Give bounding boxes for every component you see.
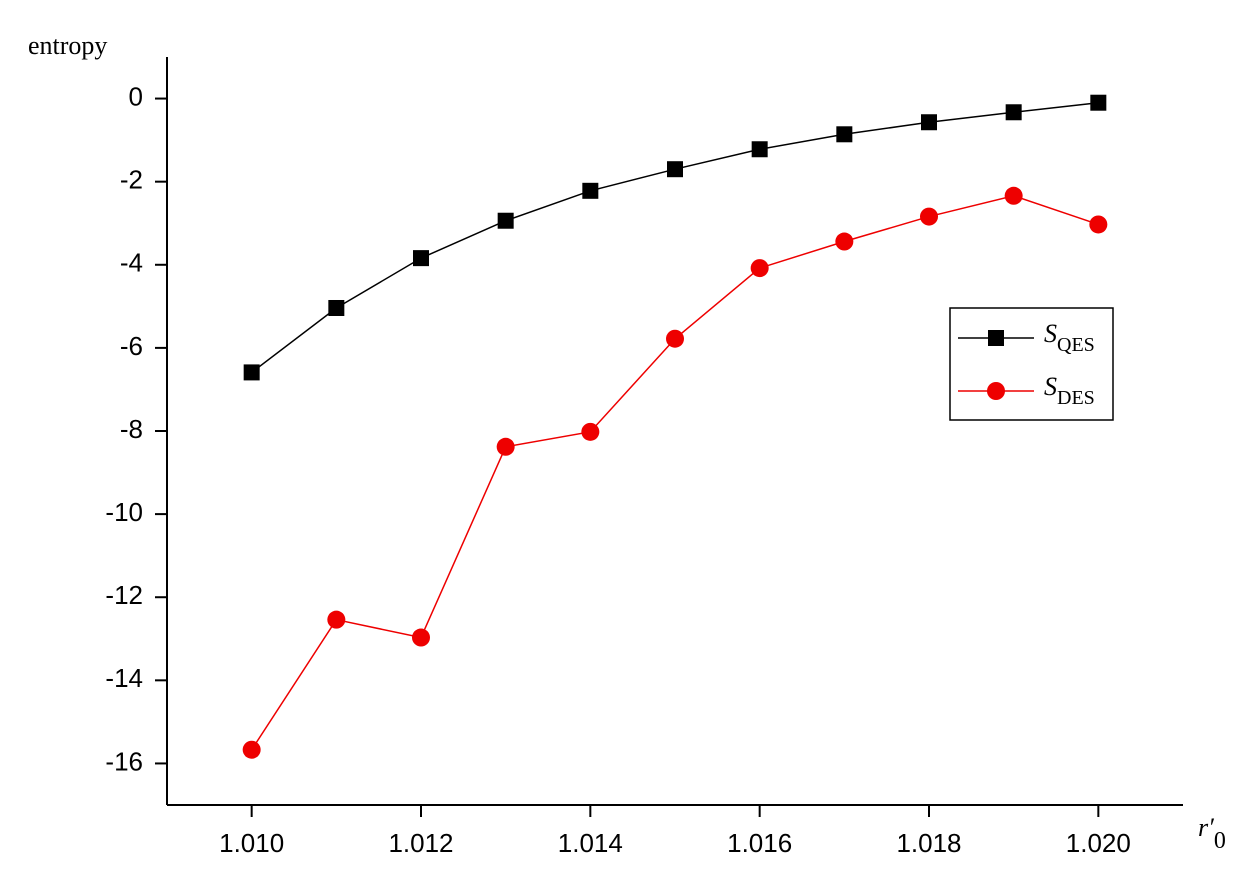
x-tick-label: 1.014 xyxy=(558,828,623,858)
series-line xyxy=(251,195,1099,751)
data-point xyxy=(327,610,346,629)
data-point xyxy=(582,182,599,199)
legend-label-sub: QES xyxy=(1057,334,1095,356)
data-point xyxy=(496,437,515,456)
data-point xyxy=(666,329,684,348)
data-point xyxy=(413,250,429,267)
y-axis-label: entropy xyxy=(28,31,107,60)
y-tick-label: -12 xyxy=(105,580,143,610)
legend-label: SDES xyxy=(1044,372,1095,409)
legend-marker xyxy=(988,330,1004,346)
x-axis-label-main: r′ xyxy=(1198,813,1214,842)
data-point xyxy=(242,740,261,759)
x-tick-label: 1.010 xyxy=(219,828,284,858)
x-tick-label: 1.012 xyxy=(388,828,453,858)
y-tick-label: -16 xyxy=(105,746,143,776)
data-point xyxy=(243,364,260,381)
legend-box xyxy=(949,307,1114,421)
y-tick-label: -4 xyxy=(120,248,143,278)
data-point xyxy=(1005,104,1022,121)
data-point xyxy=(1089,215,1108,234)
x-tick-label: 1.020 xyxy=(1066,828,1131,858)
legend-label: SQES xyxy=(1044,319,1095,356)
data-point xyxy=(497,212,514,229)
data-point xyxy=(921,114,937,131)
data-point xyxy=(328,299,345,316)
legend-label-sub: DES xyxy=(1057,387,1095,409)
y-tick-label: -14 xyxy=(105,663,143,693)
x-axis-label-sub: 0 xyxy=(1214,828,1226,854)
y-tick-label: -2 xyxy=(120,165,143,195)
data-point xyxy=(920,207,938,226)
y-tick-label: -6 xyxy=(120,331,143,361)
data-point xyxy=(836,126,853,143)
data-point xyxy=(750,259,769,278)
legend-label-main: S xyxy=(1044,319,1057,348)
x-tick-label: 1.018 xyxy=(896,828,961,858)
data-point xyxy=(581,422,600,441)
y-tick-label: -8 xyxy=(120,414,143,444)
data-point xyxy=(412,628,430,647)
legend-marker xyxy=(987,382,1005,400)
data-point xyxy=(1090,94,1107,111)
y-tick-label: -10 xyxy=(105,497,143,527)
legend-label-main: S xyxy=(1044,372,1057,401)
x-axis-label: r′0 xyxy=(1198,813,1226,854)
data-point xyxy=(835,232,854,251)
x-tick-label: 1.016 xyxy=(727,828,792,858)
data-point xyxy=(751,141,768,158)
data-point xyxy=(667,161,683,178)
data-point xyxy=(1004,186,1023,205)
y-tick-label: 0 xyxy=(129,81,143,111)
